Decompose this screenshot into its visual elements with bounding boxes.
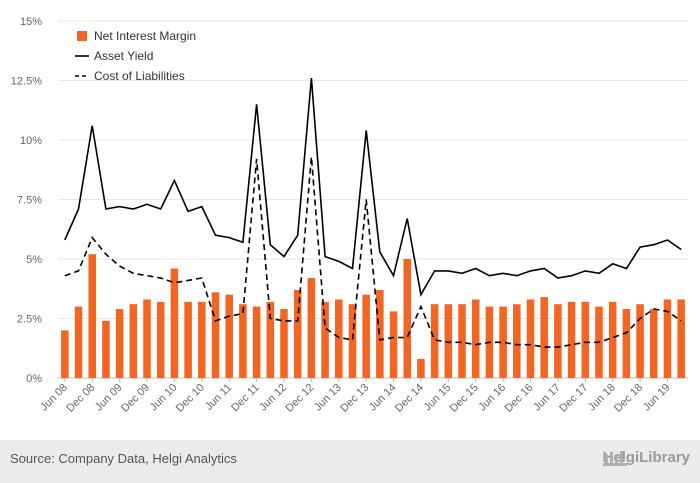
yield-lines	[64, 78, 682, 348]
x-tick-label: Jun 13	[312, 382, 344, 414]
nim-bar	[184, 301, 192, 378]
nim-bar	[334, 299, 343, 378]
x-tick-label: Jun 16	[476, 382, 508, 414]
y-tick-label: 5%	[26, 254, 42, 266]
nim-bar	[513, 304, 521, 378]
nim-bar	[143, 299, 151, 378]
library-icon	[603, 451, 628, 466]
source-note: Source: Company Data, Helgi Analytics	[10, 451, 237, 466]
cost-of-liabilities-line	[64, 156, 682, 348]
nim-bar	[252, 306, 261, 378]
x-tick-label: Jun 08	[38, 382, 70, 414]
y-tick-label: 7.5%	[17, 195, 42, 207]
y-tick-label: 10%	[20, 135, 42, 147]
nim-bar	[622, 308, 631, 378]
nim-bar	[362, 294, 370, 378]
nim-bar	[649, 308, 658, 378]
nim-bar	[458, 304, 466, 378]
x-tick-label: Jun 11	[203, 382, 234, 413]
x-tick-label: Dec 08	[64, 382, 97, 415]
x-tick-label: Dec 09	[119, 382, 152, 415]
legend: Net Interest Margin Asset Yield Cost of Li…	[75, 29, 196, 83]
nim-bar	[499, 306, 507, 378]
x-tick-label: Jun 15	[422, 382, 454, 414]
nim-bar	[608, 301, 617, 378]
nim-bar	[526, 299, 535, 378]
nim-bar	[74, 306, 83, 378]
x-tick-label: Dec 14	[393, 382, 426, 415]
footer-bar: Source: Company Data, Helgi Analytics He…	[0, 440, 700, 483]
x-tick-label: Dec 18	[612, 382, 645, 415]
nim-bar	[444, 304, 453, 378]
legend-label: Cost of Liabilities	[94, 69, 185, 83]
nim-bar	[540, 297, 548, 378]
nim-bar	[663, 299, 672, 378]
nim-bar	[102, 320, 110, 378]
nim-bar	[430, 304, 439, 378]
nim-bar	[115, 308, 124, 378]
x-tick-label: Dec 12	[283, 382, 316, 415]
nim-bar	[636, 304, 644, 378]
x-tick-label: Dec 11	[229, 382, 262, 415]
x-tick-label: Dec 13	[338, 382, 371, 415]
nim-bar	[156, 301, 165, 378]
nim-bar	[293, 289, 302, 378]
nim-bar	[61, 330, 69, 378]
x-tick-label: Jun 10	[148, 382, 180, 414]
legend-label: Asset Yield	[94, 49, 153, 63]
x-tick-label: Jun 14	[367, 382, 399, 414]
brand-name: HelgiLibrary	[602, 449, 690, 466]
y-tick-label: 0%	[26, 373, 42, 385]
x-tick-label: Jun 12	[257, 382, 289, 414]
nim-bar	[280, 308, 288, 378]
x-tick-label: Jun 19	[641, 382, 673, 414]
x-tick-label: Dec 10	[174, 382, 207, 415]
nim-bar	[225, 294, 233, 378]
y-axis: 0% 2.5% 5% 7.5% 10% 12.5% 15%	[11, 16, 42, 385]
nim-bar	[554, 304, 562, 378]
nim-bar	[677, 299, 685, 378]
x-tick-label: Dec 16	[502, 382, 535, 415]
nim-bar	[307, 278, 316, 378]
x-tick-label: Jun 09	[93, 382, 125, 414]
nim-bar	[239, 304, 247, 378]
nim-bar	[567, 301, 576, 378]
x-tick-label: Jun 17	[531, 382, 563, 414]
x-tick-label: Jun 18	[586, 382, 618, 414]
asset-yield-line	[64, 78, 682, 297]
legend-swatch-nim	[77, 31, 87, 41]
legend-label: Net Interest Margin	[94, 29, 196, 43]
nim-bar	[581, 301, 590, 378]
nim-bar	[170, 268, 179, 378]
nim-bar	[211, 292, 220, 378]
nim-bar	[129, 304, 138, 378]
y-tick-label: 15%	[20, 16, 42, 28]
nim-bar	[389, 311, 398, 378]
x-tick-label: Dec 15	[448, 382, 481, 415]
nim-bar	[348, 304, 357, 378]
x-tick-label: Dec 17	[557, 382, 590, 415]
nim-bar	[471, 299, 480, 378]
nim-bar	[417, 358, 425, 378]
y-tick-label: 12.5%	[11, 76, 42, 88]
nim-bar	[198, 301, 206, 378]
nim-bar	[403, 259, 412, 378]
y-tick-label: 2.5%	[17, 314, 42, 326]
brand-logo[interactable]: HelgiLibrary	[602, 449, 690, 466]
nim-bar	[321, 301, 329, 378]
nim-bar	[266, 301, 275, 378]
nim-bar	[88, 254, 97, 378]
